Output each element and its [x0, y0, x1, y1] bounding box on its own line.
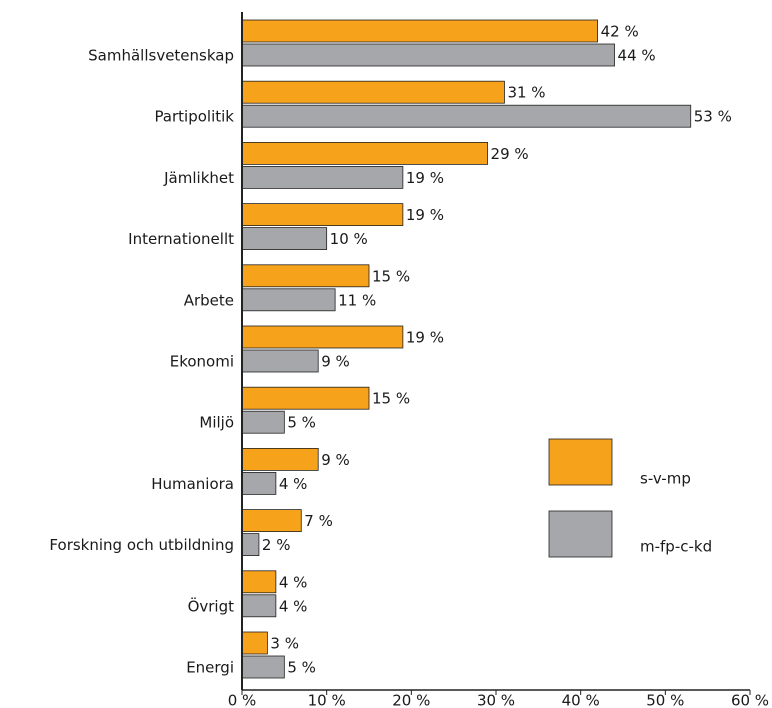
legend-label: m-fp-c-kd [640, 538, 712, 556]
bar [241, 386, 370, 410]
legend-label: s-v-mp [640, 470, 691, 488]
bar [241, 227, 328, 251]
bar [241, 410, 285, 434]
value-label: 11 % [338, 291, 376, 309]
x-tick-label: 20 % [392, 692, 430, 708]
category-label: Humaniora [151, 475, 234, 493]
bar [241, 631, 268, 655]
category-label: Miljö [199, 414, 234, 432]
bar [241, 533, 260, 556]
category-label: Forskning och utbildning [49, 536, 234, 554]
legend-swatch [548, 438, 613, 486]
value-label: 5 % [287, 414, 316, 432]
value-label: 4 % [279, 573, 308, 591]
bar [241, 447, 319, 471]
value-label: 15 % [372, 390, 410, 408]
value-label: 42 % [601, 23, 639, 41]
value-label: 19 % [406, 169, 444, 187]
value-label: 4 % [279, 597, 308, 615]
category-label: Energi [186, 659, 234, 677]
value-label: 29 % [491, 145, 529, 163]
bar [241, 141, 488, 165]
value-label: 7 % [304, 512, 333, 530]
bar [241, 104, 692, 128]
bar [241, 203, 404, 227]
bar [241, 570, 277, 594]
bar [241, 19, 599, 43]
value-label: 4 % [279, 475, 308, 493]
category-label: Internationellt [128, 230, 234, 248]
bar [241, 471, 277, 495]
category-label: Övrigt [188, 596, 235, 615]
bar [241, 288, 336, 312]
bar [241, 325, 404, 349]
bar [241, 509, 302, 533]
category-label: Jämlikhet [163, 169, 234, 187]
x-tick-label: 40 % [562, 692, 600, 708]
x-tick-label: 50 % [646, 692, 684, 708]
value-label: 5 % [287, 659, 316, 677]
x-tick-label: 60 % [731, 692, 769, 708]
x-tick-label: 30 % [477, 692, 515, 708]
value-label: 3 % [270, 635, 299, 653]
value-label: 9 % [321, 451, 350, 469]
x-tick-label: 10 % [308, 692, 346, 708]
legend-swatch [548, 510, 613, 558]
value-label: 19 % [406, 206, 444, 224]
bar [241, 264, 370, 288]
bar [241, 80, 505, 104]
bar [241, 43, 615, 67]
bar [241, 655, 285, 679]
category-label: Ekonomi [170, 353, 234, 371]
category-label: Arbete [184, 291, 234, 309]
category-label: Partipolitik [154, 108, 234, 126]
value-label: 2 % [262, 536, 291, 554]
value-label: 44 % [618, 47, 656, 65]
category-label: Samhällsvetenskap [88, 47, 234, 65]
value-label: 10 % [330, 230, 368, 248]
x-tick-label: 0 % [228, 692, 257, 708]
value-label: 15 % [372, 267, 410, 285]
bar [241, 165, 404, 189]
bar [241, 594, 277, 618]
value-label: 9 % [321, 353, 350, 371]
bar [241, 349, 319, 373]
value-label: 19 % [406, 329, 444, 347]
value-label: 31 % [507, 84, 545, 102]
value-label: 53 % [694, 108, 732, 126]
